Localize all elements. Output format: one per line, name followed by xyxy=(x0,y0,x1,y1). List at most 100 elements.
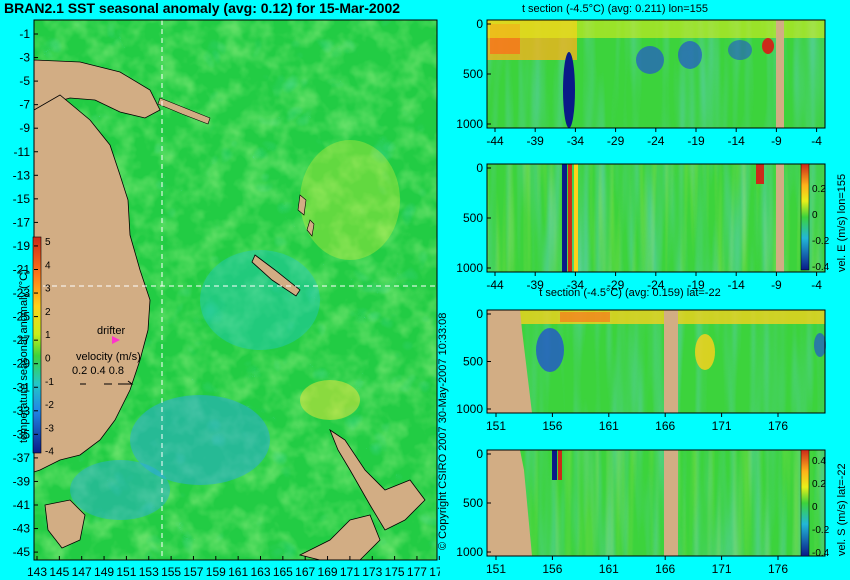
x-tick-label: -44 xyxy=(486,278,504,292)
copyright-area: © Copyright CSIRO 2007 30-May-2007 10:33… xyxy=(437,313,449,550)
panel4-plot xyxy=(486,449,826,557)
x-tick-label: 151 xyxy=(486,419,506,433)
lon-tick-label: 153 xyxy=(139,565,159,579)
drifter-marker xyxy=(112,336,120,344)
x-tick-label: -39 xyxy=(527,278,545,292)
lat-tick-label: -43 xyxy=(13,522,31,536)
lon-tick-label: 145 xyxy=(49,565,69,579)
lat-tick-label: -11 xyxy=(14,145,31,159)
x-tick-label: -29 xyxy=(607,134,625,148)
map-plot-area xyxy=(33,19,438,561)
panel4-y-axis: 0 500 1000 xyxy=(456,447,491,559)
colorbar-tick-label: -1 xyxy=(45,377,54,388)
lat-tick-label: -25 xyxy=(13,310,31,324)
map-colorbar-label: temperature seasonal anomaly (°C) xyxy=(18,269,30,443)
lon-tick-label: 163 xyxy=(250,565,270,579)
x-tick-label: 151 xyxy=(486,562,506,576)
x-tick-label: -9 xyxy=(771,134,782,148)
panel2-x-axis: -44 -39 -34 -29 -24 -19 -14 -9 -4 xyxy=(486,272,822,292)
colorbar-tick-label: 0 xyxy=(812,210,818,221)
map-colorbar-ticks: 5 4 3 2 1 0 -1 -2 -3 -4 xyxy=(45,237,54,458)
lat-tick-label: -3 xyxy=(19,51,30,65)
lon-tick-label: 157 xyxy=(183,565,203,579)
lat-tick-label: -1 xyxy=(19,27,30,41)
lon-tick-label: 171 xyxy=(340,565,360,579)
lat-tick-label: -9 xyxy=(19,121,30,135)
colorbar-tick-label: 3 xyxy=(45,284,51,295)
velocity-arrows xyxy=(80,380,134,385)
lon-tick-label: 151 xyxy=(116,565,136,579)
x-tick-label: -24 xyxy=(647,134,665,148)
y-tick-label: 1000 xyxy=(456,545,483,559)
lon-tick-label: 179 xyxy=(429,565,440,579)
x-tick-label: -44 xyxy=(486,134,504,148)
colorbar-tick-label: -0.2 xyxy=(812,236,830,247)
colorbar-tick-label: 2 xyxy=(45,307,51,318)
panel2-plot xyxy=(486,163,826,273)
lon-tick-label: 159 xyxy=(206,565,226,579)
y-tick-label: 1000 xyxy=(456,402,483,416)
lat-tick-label: -23 xyxy=(13,286,31,300)
panel4-colorbar-ticks: 0.4 0.2 0 -0.2 -0.4 xyxy=(812,456,830,559)
x-tick-label: 161 xyxy=(599,419,619,433)
lat-tick-label: -7 xyxy=(19,98,30,112)
colorbar-tick-label: 4 xyxy=(45,260,51,271)
lat-tick-label: -31 xyxy=(13,380,31,394)
panel4-colorbar-label: vel. S (m/s) lat=-22 xyxy=(836,463,848,556)
lat-tick-label: -13 xyxy=(13,168,31,182)
lon-tick-label: 161 xyxy=(228,565,248,579)
panel2-colorbar-label: vel. E (m/s) lon=155 xyxy=(836,174,848,272)
lat-tick-label: -35 xyxy=(13,427,31,441)
lat-tick-label: -39 xyxy=(13,474,31,488)
x-tick-label: -19 xyxy=(687,278,705,292)
lat-tick-label: -27 xyxy=(13,333,31,347)
velocity-values: 0.2 0.4 0.8 xyxy=(72,365,124,377)
y-tick-label: 500 xyxy=(463,355,483,369)
x-tick-label: 171 xyxy=(712,419,732,433)
y-tick-label: 1000 xyxy=(456,117,483,131)
x-tick-label: -34 xyxy=(567,134,585,148)
main-title: BRAN2.1 SST seasonal anomaly (avg: 0.12)… xyxy=(4,0,401,16)
colorbar-tick-label: -0.4 xyxy=(812,262,830,273)
lat-tick-label: -33 xyxy=(13,404,31,418)
panel4-x-axis: 151 156 161 166 171 176 xyxy=(486,556,788,576)
lat-tick-label: -45 xyxy=(13,545,31,559)
colorbar-tick-label: -3 xyxy=(45,423,54,434)
x-tick-label: -29 xyxy=(607,278,625,292)
x-tick-label: -4 xyxy=(811,134,822,148)
y-tick-label: 1000 xyxy=(456,261,483,275)
colorbar-tick-label: -2 xyxy=(45,400,54,411)
colorbar-tick-label: 0.2 xyxy=(812,479,826,490)
x-tick-label: 166 xyxy=(655,419,675,433)
x-tick-label: 156 xyxy=(542,419,562,433)
colorbar-tick-label: 0.4 xyxy=(812,456,826,467)
lat-axis: -1 -3 -5 -7 -9 -11 -13 -15 -17 -19 -21 -23 -25 -27 -29… xyxy=(13,27,38,559)
x-tick-label: 161 xyxy=(599,562,619,576)
x-tick-label: 171 xyxy=(712,562,732,576)
panel1-y-axis: 0 500 1000 xyxy=(456,17,491,131)
panel1-plot xyxy=(486,19,826,129)
y-tick-label: 0 xyxy=(476,307,483,321)
y-tick-label: 500 xyxy=(463,211,483,225)
lon-tick-label: 169 xyxy=(318,565,338,579)
colorbar-tick-label: -0.2 xyxy=(812,525,830,536)
colorbar-tick-label: 1 xyxy=(45,330,51,341)
panel3-plot xyxy=(486,309,826,414)
lat-tick-label: -17 xyxy=(13,215,31,229)
velocity-label: velocity (m/s) xyxy=(76,351,141,363)
x-tick-label: -19 xyxy=(687,134,705,148)
lon-tick-label: 177 xyxy=(407,565,427,579)
lon-tick-label: 167 xyxy=(295,565,315,579)
drifter-label: drifter xyxy=(97,325,125,337)
lon-tick-label: 143 xyxy=(27,565,47,579)
lat-tick-label: -5 xyxy=(19,74,30,88)
y-tick-label: 0 xyxy=(476,447,483,461)
copyright-text: © Copyright CSIRO 2007 30-May-2007 10:33… xyxy=(437,313,449,550)
colorbar-tick-label: 0 xyxy=(812,502,818,513)
panel4-colorbar xyxy=(800,449,810,557)
panel1-title: t section (-4.5°C) (avg: 0.211) lon=155 xyxy=(522,3,708,15)
lon-tick-label: 147 xyxy=(72,565,92,579)
lat-tick-label: -37 xyxy=(13,451,31,465)
y-tick-label: 500 xyxy=(463,67,483,81)
panel2-colorbar xyxy=(800,163,810,271)
